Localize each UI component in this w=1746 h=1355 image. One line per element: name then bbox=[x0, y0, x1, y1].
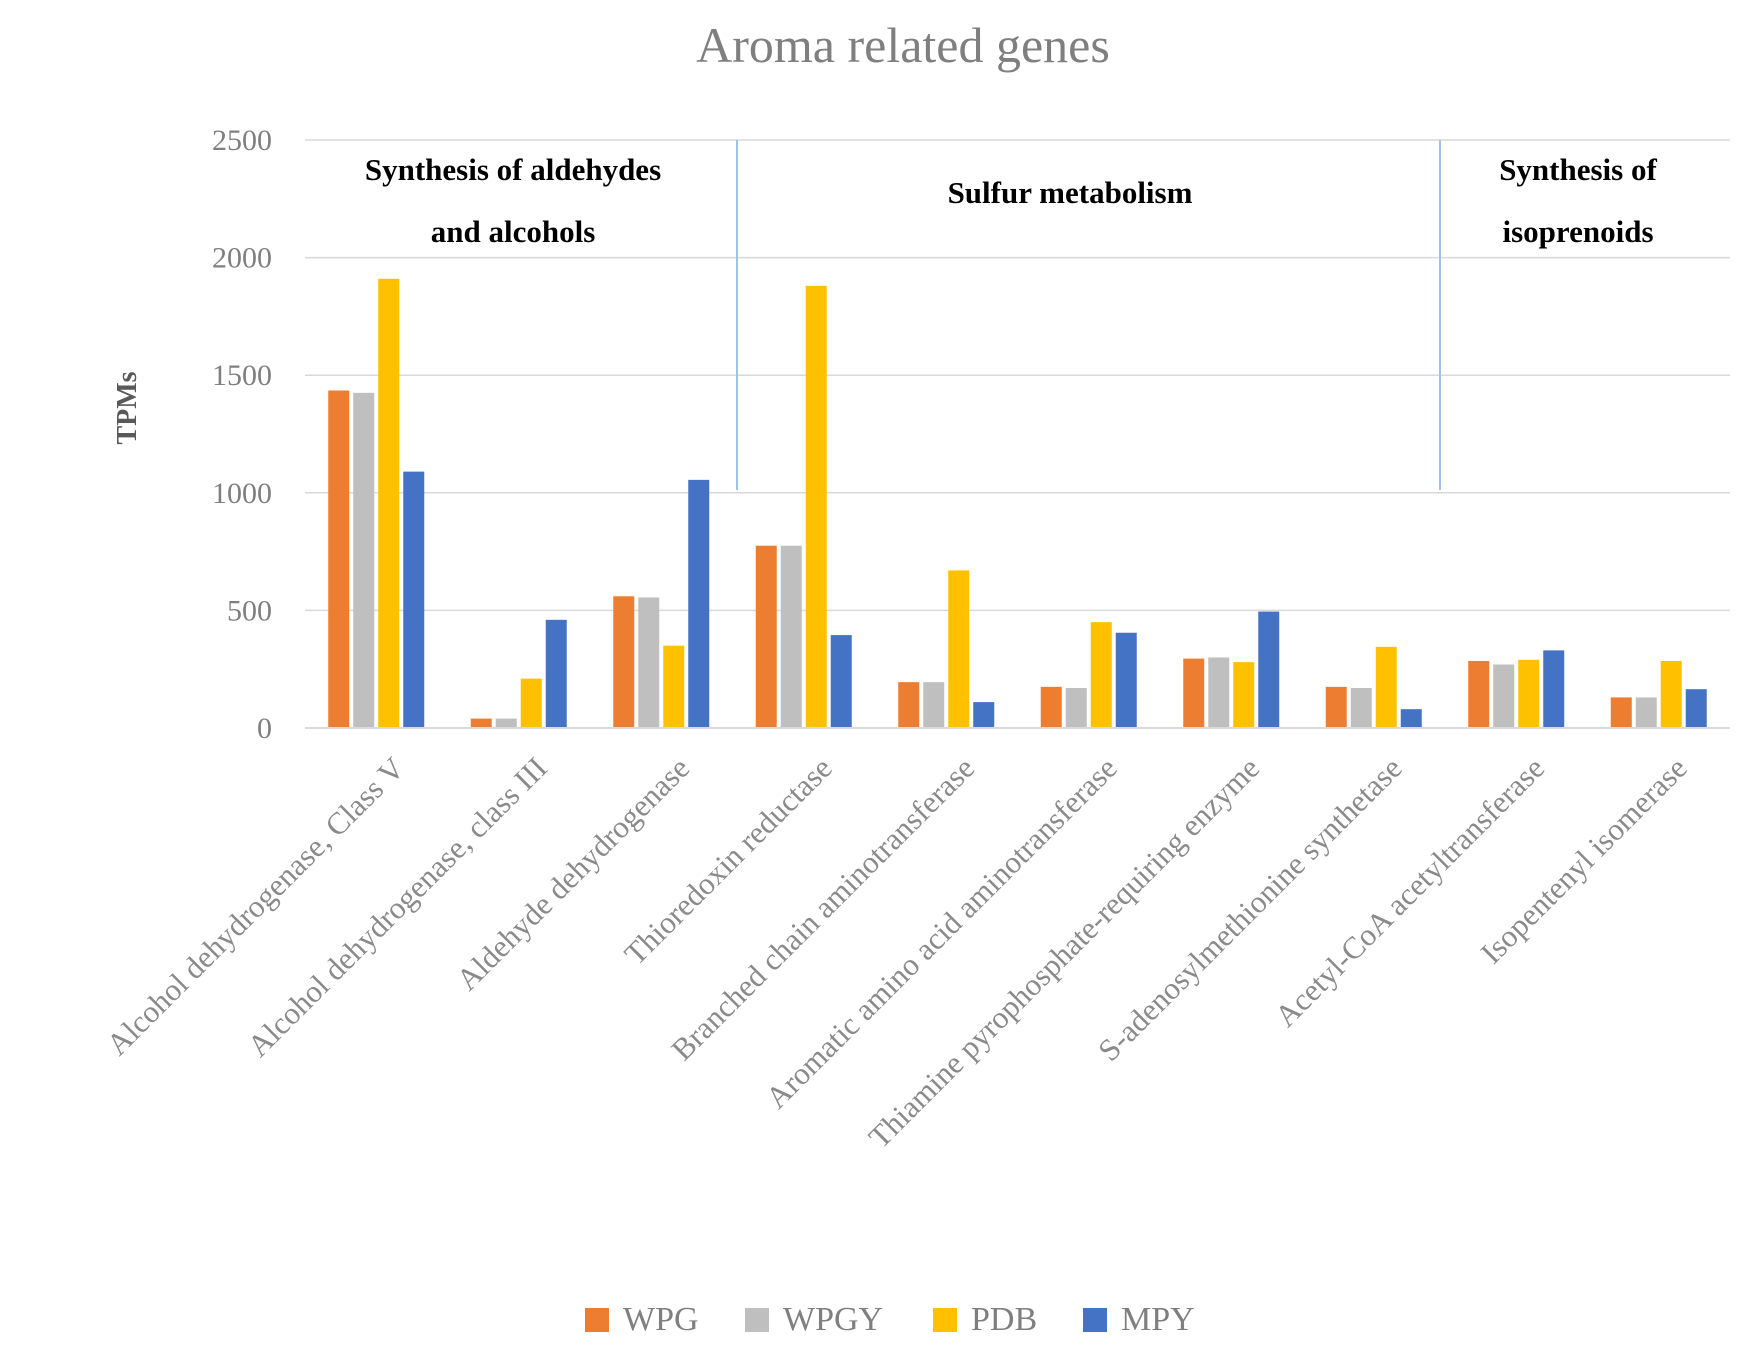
bar-wpg-7 bbox=[1325, 686, 1347, 728]
section-label-2: Synthesis of bbox=[1499, 152, 1657, 187]
legend-label-mpy: MPY bbox=[1121, 1301, 1195, 1338]
y-tick-label: 2000 bbox=[212, 242, 272, 275]
legend: WPG WPGY PDB MPY bbox=[585, 1301, 1195, 1338]
bar-wpgy-9 bbox=[1635, 697, 1657, 728]
bar-pdb-5 bbox=[1090, 622, 1112, 728]
bar-wpg-6 bbox=[1183, 658, 1205, 728]
bar-wpg-9 bbox=[1610, 697, 1632, 728]
y-axis-ticks: 0 500 1000 1500 2000 2500 bbox=[212, 124, 272, 745]
bar-wpg-5 bbox=[1040, 686, 1062, 728]
gridlines bbox=[305, 139, 1730, 612]
section-label-2: isoprenoids bbox=[1502, 214, 1653, 249]
bar-pdb-7 bbox=[1375, 646, 1397, 728]
bar-mpy-3 bbox=[830, 635, 852, 728]
category-label-2: Aldehyde dehydrogenase bbox=[449, 750, 696, 997]
y-axis-label: TPMs bbox=[112, 371, 143, 444]
bar-mpy-9 bbox=[1685, 689, 1707, 728]
bar-mpy-1 bbox=[545, 619, 567, 728]
legend-swatch-wpgy bbox=[745, 1308, 769, 1332]
bar-wpgy-5 bbox=[1065, 688, 1087, 728]
bar-pdb-2 bbox=[663, 645, 685, 728]
bar-wpgy-6 bbox=[1208, 657, 1230, 728]
bar-pdb-1 bbox=[520, 678, 542, 728]
bar-pdb-6 bbox=[1233, 662, 1255, 728]
bar-wpgy-8 bbox=[1493, 664, 1515, 728]
category-label-0: Alcohol dehydrogenase, Class V bbox=[99, 750, 411, 1062]
legend-swatch-pdb bbox=[933, 1308, 957, 1332]
bar-wpg-2 bbox=[613, 596, 635, 728]
y-tick-label: 0 bbox=[257, 712, 272, 745]
section-annotations: Synthesis of aldehydes and alcohols Sulfur… bbox=[365, 152, 1658, 249]
bar-mpy-2 bbox=[688, 479, 710, 728]
bar-wpgy-3 bbox=[780, 545, 802, 728]
section-label-0: Synthesis of aldehydes bbox=[365, 152, 661, 187]
category-label-7: S-adenosylmethionine synthetase bbox=[1091, 750, 1409, 1068]
legend-swatch-mpy bbox=[1083, 1308, 1107, 1332]
section-separators bbox=[736, 140, 1441, 490]
bar-mpy-8 bbox=[1543, 650, 1565, 728]
bar-mpy-6 bbox=[1258, 611, 1280, 728]
bar-mpy-4 bbox=[973, 702, 995, 728]
bar-wpgy-7 bbox=[1350, 688, 1372, 728]
bar-pdb-3 bbox=[805, 285, 827, 728]
y-tick-label: 1500 bbox=[212, 359, 272, 392]
bar-wpg-1 bbox=[470, 718, 492, 728]
bar-wpg-4 bbox=[898, 682, 920, 728]
section-label-1: Sulfur metabolism bbox=[948, 175, 1193, 210]
bar-wpg-0 bbox=[328, 390, 350, 728]
legend-label-pdb: PDB bbox=[971, 1301, 1037, 1338]
category-label-4: Branched chain aminotransferase bbox=[664, 750, 981, 1067]
bar-pdb-8 bbox=[1518, 659, 1540, 728]
bar-wpgy-1 bbox=[495, 718, 517, 728]
bar-mpy-5 bbox=[1115, 632, 1137, 728]
legend-label-wpg: WPG bbox=[623, 1301, 699, 1338]
chart-title: Aroma related genes bbox=[696, 17, 1110, 73]
bars bbox=[328, 278, 1707, 728]
bar-pdb-0 bbox=[378, 278, 400, 728]
legend-swatch-wpg bbox=[585, 1308, 609, 1332]
bar-wpgy-0 bbox=[353, 392, 375, 728]
bar-mpy-7 bbox=[1400, 709, 1422, 728]
legend-label-wpgy: WPGY bbox=[783, 1301, 883, 1338]
y-tick-label: 500 bbox=[227, 594, 272, 627]
bar-mpy-0 bbox=[403, 471, 425, 728]
y-tick-label: 1000 bbox=[212, 477, 272, 510]
category-label-1: Alcohol dehydrogenase, class III bbox=[240, 750, 553, 1063]
y-tick-label: 2500 bbox=[212, 124, 272, 157]
bar-wpg-8 bbox=[1468, 660, 1490, 728]
category-label-8: Acetyl-CoA acetyltransferase bbox=[1268, 750, 1551, 1033]
bar-wpg-3 bbox=[755, 545, 777, 728]
bar-wpgy-2 bbox=[638, 597, 660, 728]
bar-wpgy-4 bbox=[923, 682, 945, 728]
bar-pdb-9 bbox=[1660, 660, 1682, 728]
bar-pdb-4 bbox=[948, 570, 970, 728]
section-label-0: and alcohols bbox=[431, 214, 596, 249]
